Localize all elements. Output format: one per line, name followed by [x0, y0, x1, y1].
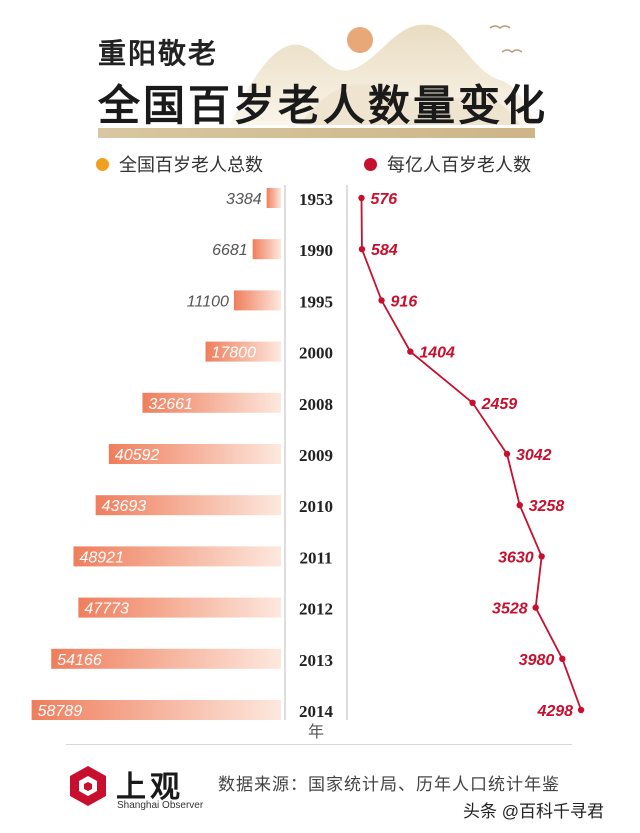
- logo-subtitle: Shanghai Observer: [117, 800, 204, 811]
- line-label-2008: 2459: [481, 396, 518, 413]
- line-label-1990: 584: [371, 242, 398, 259]
- bar-label-2011: 48921: [79, 549, 124, 566]
- watermark: 头条 @百科千寻君: [463, 802, 604, 821]
- line-point-2008: [469, 399, 476, 406]
- line-point-1995: [378, 297, 385, 304]
- line-label-2012: 3528: [492, 601, 528, 618]
- year-label-1995: 1995: [299, 292, 333, 311]
- bar-2013: [51, 648, 281, 669]
- year-label-2009: 2009: [299, 446, 333, 465]
- bar-label-2008: 32661: [148, 396, 193, 413]
- bar-2014: [31, 700, 282, 720]
- chart: 3384 6681 11100 17800 32661 40592 43693 48921 47…: [31, 185, 585, 741]
- title-underline: [98, 128, 535, 138]
- bar-2012: [78, 597, 282, 618]
- line-label-1995: 916: [391, 293, 418, 310]
- legend-total-label: 全国百岁老人总数: [119, 155, 263, 175]
- bar-label-2014: 58789: [38, 703, 83, 720]
- legend-per-capita: 每亿人百岁老人数: [364, 151, 531, 177]
- year-label-1990: 1990: [299, 241, 333, 260]
- line-point-2010: [516, 502, 523, 509]
- year-label-2014: 2014: [299, 702, 334, 721]
- bar-2009: [108, 444, 281, 464]
- bar-2000: [205, 341, 281, 362]
- line-point-2000: [407, 348, 414, 355]
- line-point-1953: [358, 194, 365, 202]
- line-label-2011: 3630: [498, 549, 534, 566]
- year-label-2012: 2012: [299, 600, 333, 619]
- bar-label-2000: 17800: [211, 345, 256, 362]
- line-label-2010: 3258: [529, 498, 565, 515]
- mountain-decoration: [230, 24, 535, 125]
- line-point-2012: [532, 604, 539, 611]
- bar-1990: [252, 239, 281, 260]
- year-label-2010: 2010: [299, 497, 333, 516]
- line-label-1953: 576: [370, 191, 397, 208]
- year-label-2011: 2011: [299, 548, 332, 567]
- data-source: 数据来源：国家统计局、历年人口统计年鉴: [218, 775, 560, 794]
- logo-icon: [70, 766, 106, 806]
- line-point-1990: [358, 246, 366, 253]
- bar-label-2010: 43693: [102, 498, 147, 515]
- year-label-2000: 2000: [299, 344, 333, 363]
- legend-per-capita-dot: [364, 157, 377, 171]
- line-label-2013: 3980: [519, 652, 555, 669]
- logo: 上观 Shanghai Observer: [66, 760, 216, 820]
- bar-label-2012: 47773: [84, 601, 129, 618]
- line-point-2014: [577, 706, 585, 714]
- bar-label-1990: 6681: [212, 242, 248, 259]
- bar-label-2009: 40592: [115, 447, 160, 464]
- line-point-2013: [559, 655, 566, 662]
- bar-1953: [266, 188, 281, 208]
- bar-2010: [95, 495, 282, 516]
- line-point-2011: [538, 553, 545, 560]
- logo-text: 上观: [116, 770, 184, 805]
- legend-total: 全国百岁老人总数: [96, 151, 263, 177]
- bar-1995: [233, 290, 281, 311]
- bar-label-2013: 54166: [57, 652, 102, 669]
- line-label-2014: 4298: [536, 703, 573, 720]
- line-label-2009: 3042: [516, 447, 552, 464]
- line-point-2009: [503, 450, 511, 458]
- bar-2011: [73, 546, 281, 567]
- subtitle: 重阳敬老: [98, 37, 219, 70]
- axis-year-label: 年: [308, 722, 324, 741]
- legend-total-dot: [96, 157, 109, 171]
- bar-label-1953: 3384: [226, 191, 262, 208]
- header: 重阳敬老 全国百岁老人数量变化: [0, 0, 640, 150]
- line-label-2000: 1404: [419, 345, 455, 362]
- footer-divider: [66, 744, 572, 745]
- page-title: 全国百岁老人数量变化: [98, 81, 549, 130]
- bar-2008: [142, 392, 281, 413]
- year-label-2013: 2013: [299, 651, 333, 670]
- year-label-1953: 1953: [299, 190, 333, 209]
- year-label-2008: 2008: [299, 395, 333, 414]
- legend-per-capita-label: 每亿人百岁老人数: [387, 155, 531, 175]
- bar-label-1995: 11100: [187, 293, 229, 310]
